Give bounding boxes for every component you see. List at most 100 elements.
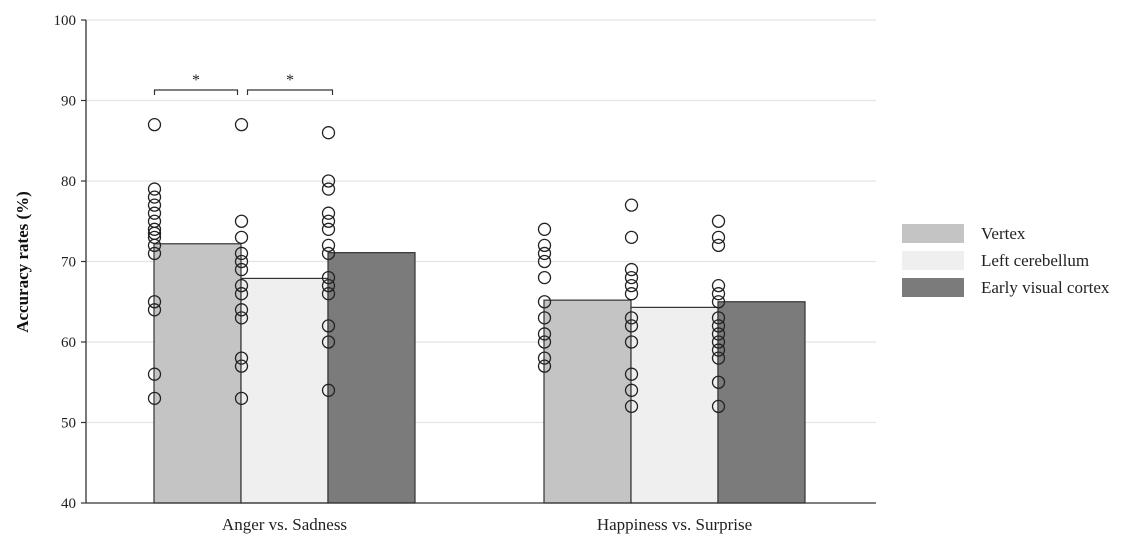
x-category-label: Happiness vs. Surprise	[597, 515, 752, 534]
legend-label: Vertex	[981, 224, 1026, 243]
data-point	[321, 383, 336, 397]
data-point	[147, 118, 162, 132]
data-point	[321, 238, 336, 253]
data-point	[711, 238, 726, 253]
y-tick-label: 100	[54, 13, 77, 29]
data-point	[147, 182, 162, 196]
data-point	[537, 359, 552, 373]
data-point	[711, 343, 726, 357]
data-point	[321, 222, 336, 236]
data-point	[711, 375, 726, 389]
data-point	[147, 206, 162, 220]
data-point	[624, 262, 639, 277]
y-tick-label: 60	[61, 335, 76, 351]
y-tick-label: 80	[61, 174, 76, 190]
significance-star: *	[192, 72, 200, 89]
data-point	[234, 214, 249, 228]
data-point	[147, 238, 162, 253]
bar	[630, 306, 719, 504]
data-point	[624, 287, 639, 301]
data-point	[234, 287, 249, 301]
data-point	[147, 230, 162, 245]
data-point	[321, 270, 336, 285]
y-tick-label: 70	[61, 255, 76, 271]
data-points	[147, 118, 726, 414]
data-point	[147, 367, 162, 381]
data-point	[624, 270, 639, 285]
data-point	[624, 198, 639, 212]
legend-swatch	[902, 278, 964, 297]
legend-label: Early visual cortex	[981, 278, 1110, 297]
data-point	[537, 222, 552, 236]
data-point	[147, 246, 162, 261]
data-point	[147, 190, 162, 204]
data-point	[537, 351, 552, 365]
data-point	[147, 303, 162, 317]
legend: Vertex Left cerebellum Early visual cortex	[902, 224, 1110, 297]
data-point	[321, 319, 336, 333]
data-point	[234, 311, 249, 325]
significance-star: *	[286, 72, 294, 89]
data-point	[147, 222, 162, 236]
data-point	[711, 278, 726, 293]
data-point	[711, 335, 726, 349]
data-point	[321, 335, 336, 349]
data-point	[537, 270, 552, 285]
data-point	[537, 254, 552, 269]
y-tick-label: 50	[61, 416, 76, 432]
data-point	[234, 303, 249, 317]
data-point	[711, 287, 726, 301]
data-point	[234, 262, 249, 277]
data-point	[321, 214, 336, 228]
significance-bracket	[153, 89, 239, 96]
data-point	[624, 367, 639, 381]
data-point	[537, 311, 552, 325]
x-category-label: Anger vs. Sadness	[222, 515, 347, 534]
significance-bracket	[246, 89, 334, 96]
data-point	[711, 399, 726, 414]
data-point	[711, 327, 726, 341]
data-point	[234, 246, 249, 261]
data-point	[624, 335, 639, 349]
data-point	[711, 351, 726, 365]
significance-annotations: * *	[153, 72, 334, 96]
bar	[240, 277, 329, 504]
bar	[153, 243, 242, 504]
data-point	[234, 278, 249, 293]
data-point	[234, 230, 249, 245]
data-point	[711, 295, 726, 309]
data-point	[711, 230, 726, 245]
bar	[717, 301, 806, 504]
data-point	[624, 278, 639, 293]
bar	[543, 299, 632, 504]
bar	[327, 252, 416, 504]
data-point	[537, 295, 552, 309]
data-point	[537, 246, 552, 261]
data-point	[321, 278, 336, 293]
data-point	[234, 118, 249, 132]
data-point	[537, 238, 552, 253]
data-point	[624, 230, 639, 245]
data-point	[624, 319, 639, 333]
data-point	[321, 287, 336, 301]
legend-swatch	[902, 224, 964, 243]
data-point	[711, 214, 726, 228]
data-point	[321, 206, 336, 220]
data-point	[711, 319, 726, 333]
y-axis-title: Accuracy rates (%)	[13, 191, 32, 333]
data-point	[234, 351, 249, 365]
data-point	[537, 335, 552, 349]
bars	[153, 243, 806, 504]
data-point	[624, 383, 639, 397]
legend-label: Left cerebellum	[981, 251, 1089, 270]
legend-swatch	[902, 251, 964, 270]
data-point	[321, 182, 336, 196]
data-point	[537, 327, 552, 341]
data-point	[321, 246, 336, 261]
y-tick-label: 90	[61, 94, 76, 110]
data-point	[624, 399, 639, 414]
data-point	[234, 359, 249, 373]
data-point	[321, 126, 336, 140]
data-point	[624, 311, 639, 325]
